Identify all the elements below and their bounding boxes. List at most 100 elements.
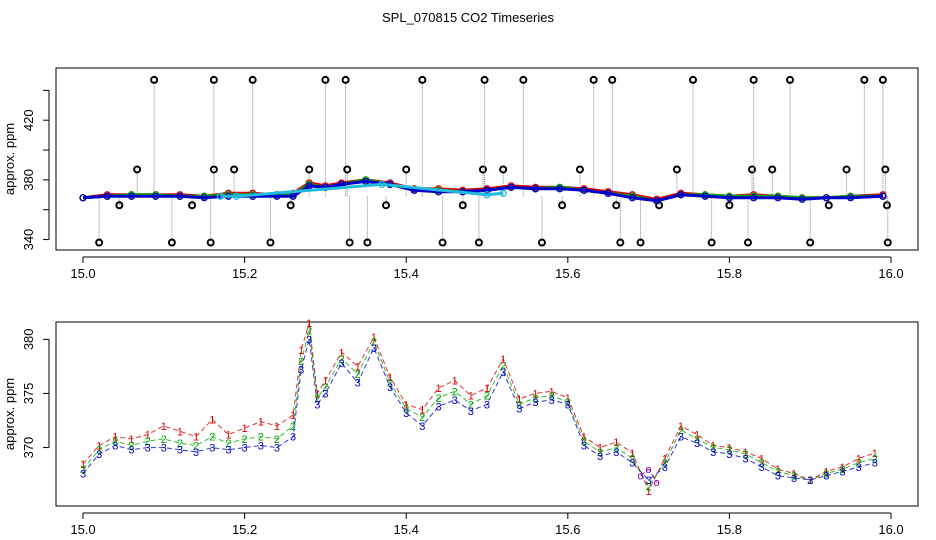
data-point: 2 xyxy=(338,354,344,366)
data-point: 2 xyxy=(581,436,587,448)
data-point: 3 xyxy=(823,471,829,483)
x-tick-label: 15.0 xyxy=(70,522,95,537)
spike-point xyxy=(363,238,372,247)
spike-point xyxy=(209,75,218,84)
data-point: 2 xyxy=(468,399,474,411)
x-tick-label: 16.0 xyxy=(878,522,903,537)
data-point: 1 xyxy=(807,475,813,487)
data-point: 2 xyxy=(694,434,700,446)
data-point: 3 xyxy=(629,458,635,470)
series-line xyxy=(82,330,875,488)
y-tick-label: 375 xyxy=(21,383,36,405)
data-point: 2 xyxy=(128,440,134,452)
data-point: 1 xyxy=(452,375,458,387)
data-point: 2 xyxy=(355,369,361,381)
data-point: 3 xyxy=(807,475,813,487)
data-point xyxy=(677,191,685,199)
data-point: 2 xyxy=(80,464,86,476)
data-point xyxy=(749,194,758,202)
data-point: 1 xyxy=(629,448,635,460)
x-tick-label: 15.2 xyxy=(232,522,257,537)
spike-point xyxy=(608,75,617,84)
data-point: 3 xyxy=(306,334,312,346)
data-point: 1 xyxy=(96,440,102,452)
data-point: 2 xyxy=(726,445,732,457)
data-point: 3 xyxy=(646,475,652,487)
data-point xyxy=(822,194,831,202)
data-point: 2 xyxy=(387,378,393,390)
data-point: 3 xyxy=(145,443,151,455)
spike-point xyxy=(768,165,777,174)
y-tick-label: 340 xyxy=(21,229,36,251)
data-point xyxy=(653,197,661,205)
data-point: 1 xyxy=(759,453,765,465)
spike-point xyxy=(188,201,197,210)
data-point: 1 xyxy=(128,434,134,446)
data-point: 3 xyxy=(274,443,280,455)
data-point: 3 xyxy=(597,451,603,463)
data-point: 3 xyxy=(468,406,474,418)
data-point: 3 xyxy=(322,388,328,400)
data-point: 3 xyxy=(193,447,199,459)
spike-point xyxy=(478,165,487,174)
y-axis-label: approx. ppm xyxy=(2,378,17,450)
x-tick-label: 15.6 xyxy=(555,522,580,537)
data-point: 2 xyxy=(839,464,845,476)
data-point: 2 xyxy=(314,393,320,405)
data-point: 2 xyxy=(856,458,862,470)
data-point xyxy=(879,192,887,200)
y-tick-label: 380 xyxy=(21,328,36,350)
data-point: 3 xyxy=(694,438,700,450)
data-point xyxy=(152,192,160,200)
data-point: o xyxy=(654,477,660,489)
data-point: 1 xyxy=(613,437,619,449)
data-point: 2 xyxy=(306,326,312,338)
y-tick-label: 420 xyxy=(21,109,36,131)
data-point: 3 xyxy=(742,453,748,465)
data-point: 3 xyxy=(791,473,797,485)
plot-frame xyxy=(55,67,919,251)
data-point: 1 xyxy=(274,421,280,433)
data-point: 2 xyxy=(298,356,304,368)
y-tick-label: 370 xyxy=(21,437,36,459)
data-point: 3 xyxy=(161,443,167,455)
data-point xyxy=(216,192,225,200)
data-point: 2 xyxy=(516,399,522,411)
data-point: 1 xyxy=(322,375,328,387)
data-point: 3 xyxy=(209,443,215,455)
spike-point xyxy=(95,238,104,247)
data-point xyxy=(483,191,491,199)
spike-point xyxy=(480,75,489,84)
data-point: 2 xyxy=(435,393,441,405)
spike-point xyxy=(824,201,833,210)
x-tick-label: 15.4 xyxy=(394,266,419,281)
data-point: 3 xyxy=(419,421,425,433)
data-point: 3 xyxy=(532,397,538,409)
spike-point xyxy=(749,75,758,84)
data-point: 2 xyxy=(225,438,231,450)
spike-point xyxy=(209,165,218,174)
data-point: 1 xyxy=(242,423,248,435)
data-point: 1 xyxy=(419,405,425,417)
data-point: 3 xyxy=(662,462,668,474)
data-point: 2 xyxy=(322,382,328,394)
spike-point xyxy=(341,75,350,84)
data-point: 1 xyxy=(791,469,797,481)
data-point: 1 xyxy=(839,462,845,474)
spike-point xyxy=(115,201,124,210)
data-point: 1 xyxy=(726,443,732,455)
spike-point xyxy=(499,165,508,174)
series-line xyxy=(640,468,658,483)
data-point: 3 xyxy=(435,401,441,413)
data-point: 1 xyxy=(823,466,829,478)
data-point: 2 xyxy=(96,445,102,457)
data-point: 1 xyxy=(338,347,344,359)
x-tick-label: 15.8 xyxy=(717,266,742,281)
data-point: 1 xyxy=(290,410,296,422)
data-point: 1 xyxy=(387,372,393,384)
data-point: 2 xyxy=(678,425,684,437)
spike-point xyxy=(672,165,681,174)
data-point: 3 xyxy=(387,382,393,394)
data-point: 2 xyxy=(613,443,619,455)
data-point: 1 xyxy=(484,383,490,395)
